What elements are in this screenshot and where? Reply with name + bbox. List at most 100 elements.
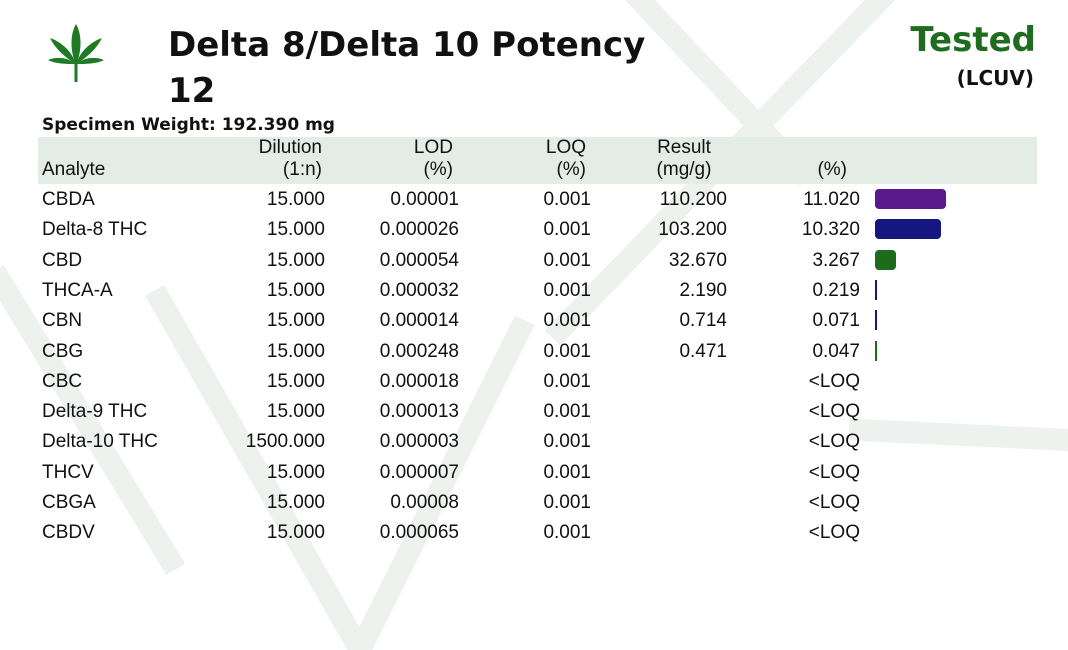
header-lod-line2: (%) [423, 159, 453, 180]
cell-loq: 0.001 [543, 279, 591, 301]
cell-dilution: 15.000 [266, 340, 325, 362]
cell-result: 110.200 [659, 189, 727, 210]
table-row: Delta-9 THC 15.000 0.000013 0.001 <LOQ [0, 398, 1068, 428]
cell-loq: 0.001 [543, 340, 591, 362]
cell-lod: 0.00001 [390, 189, 459, 210]
header-dilution-line1: Dilution [258, 137, 322, 158]
cell-percent: 0.071 [812, 310, 860, 332]
cell-percent: <LOQ [808, 461, 860, 483]
cell-analyte: THCA-A [42, 279, 113, 301]
cell-lod: 0.000014 [379, 310, 459, 332]
cell-result: 2.190 [679, 279, 727, 301]
cell-analyte: Delta-8 THC [42, 219, 148, 241]
cell-percent: <LOQ [808, 522, 860, 544]
cell-loq: 0.001 [543, 189, 591, 210]
header-result-line2: (mg/g) [656, 159, 712, 180]
cell-percent: 11.020 [803, 189, 860, 210]
table-row: CBDA 15.000 0.00001 0.001 110.200 11.020 [0, 186, 1068, 216]
table-row: CBD 15.000 0.000054 0.001 32.670 3.267 [0, 247, 1068, 277]
cell-loq: 0.001 [543, 492, 591, 513]
tested-status: Tested [910, 20, 1036, 60]
cell-lod: 0.000003 [379, 431, 459, 453]
percent-bar [875, 310, 877, 331]
cell-loq: 0.001 [543, 310, 591, 332]
table-row: Delta-8 THC 15.000 0.000026 0.001 103.200 10.… [0, 216, 1068, 246]
cell-lod: 0.000018 [379, 370, 459, 392]
cell-lod: 0.000065 [379, 522, 459, 544]
cell-loq: 0.001 [543, 370, 591, 392]
cell-analyte: CBDV [42, 522, 95, 544]
table-header [38, 137, 1037, 184]
cell-loq: 0.001 [543, 249, 591, 271]
cell-loq: 0.001 [543, 522, 591, 544]
cell-dilution: 15.000 [266, 522, 325, 544]
header-dilution-line2: (1:n) [282, 159, 322, 180]
cell-percent: <LOQ [808, 492, 860, 513]
table-row: CBDV 15.000 0.000065 0.001 <LOQ [0, 519, 1068, 549]
page-title: Delta 8/Delta 10 Potency 12 [168, 25, 646, 111]
cell-analyte: Delta-10 THC [42, 431, 158, 453]
cell-dilution: 15.000 [266, 279, 325, 301]
cell-result: 0.714 [679, 310, 727, 332]
cell-lod: 0.000032 [379, 279, 459, 301]
table-row: THCA-A 15.000 0.000032 0.001 2.190 0.219 [0, 277, 1068, 307]
cell-percent: 0.047 [812, 340, 860, 362]
header-result-line1: Result [657, 137, 711, 158]
cell-analyte: CBC [42, 370, 83, 392]
cell-dilution: 15.000 [266, 461, 325, 483]
cell-dilution: 15.000 [266, 401, 325, 423]
cell-percent: 10.320 [801, 219, 860, 241]
cell-lod: 0.000007 [379, 461, 459, 483]
method-label: (LCUV) [956, 66, 1034, 90]
percent-bar [875, 189, 946, 209]
header-analyte: Analyte [42, 159, 106, 180]
cell-percent: <LOQ [808, 401, 860, 423]
cell-result: 103.200 [658, 219, 727, 241]
cannabis-leaf-icon [48, 24, 104, 82]
cell-loq: 0.001 [543, 461, 591, 483]
cell-analyte: CBG [42, 340, 84, 362]
header-lod-line1: LOD [413, 137, 453, 158]
cell-analyte: Delta-9 THC [42, 401, 148, 423]
cell-result: 32.670 [668, 249, 727, 271]
percent-bar [875, 340, 877, 361]
cell-loq: 0.001 [543, 401, 591, 423]
table-row: CBC 15.000 0.000018 0.001 <LOQ [0, 368, 1068, 398]
cell-dilution: 15.000 [266, 249, 325, 271]
percent-bar [875, 249, 897, 270]
cell-percent: <LOQ [808, 431, 860, 453]
cell-analyte: CBGA [42, 492, 96, 513]
table-row: CBN 15.000 0.000014 0.001 0.714 0.071 [0, 307, 1068, 337]
cell-analyte: CBDA [42, 189, 95, 210]
cell-percent: 3.267 [812, 249, 860, 271]
cell-lod: 0.000013 [379, 401, 459, 423]
cell-percent: <LOQ [808, 370, 860, 392]
cell-dilution: 15.000 [266, 189, 325, 210]
cell-loq: 0.001 [543, 219, 591, 241]
cell-dilution: 15.000 [266, 370, 325, 392]
table-row: THCV 15.000 0.000007 0.001 <LOQ [0, 459, 1068, 489]
table-row: Delta-10 THC 1500.000 0.000003 0.001 <LOQ [0, 428, 1068, 458]
cell-analyte: THCV [42, 461, 94, 483]
cell-percent: 0.219 [812, 279, 860, 301]
cell-dilution: 1500.000 [245, 431, 325, 453]
table-row: CBG 15.000 0.000248 0.001 0.471 0.047 [0, 338, 1068, 368]
cell-analyte: CBN [42, 310, 83, 332]
cell-lod: 0.000248 [379, 340, 459, 362]
table-row: CBGA 15.000 0.00008 0.001 <LOQ [0, 489, 1068, 519]
percent-bar [875, 279, 877, 300]
cell-dilution: 15.000 [266, 492, 325, 513]
cell-dilution: 15.000 [266, 219, 325, 241]
cell-lod: 0.000054 [379, 249, 459, 271]
percent-bar [875, 219, 942, 240]
cell-result: 0.471 [679, 340, 727, 362]
cell-lod: 0.00008 [390, 492, 459, 513]
header-loq-line2: (%) [556, 159, 586, 180]
header-percent: (%) [817, 159, 847, 180]
cell-lod: 0.000026 [379, 219, 459, 241]
specimen-weight: Specimen Weight: 192.390 mg [42, 115, 335, 135]
cell-analyte: CBD [42, 249, 83, 271]
header-loq-line1: LOQ [545, 137, 586, 158]
cell-loq: 0.001 [543, 431, 591, 453]
cell-dilution: 15.000 [266, 310, 325, 332]
